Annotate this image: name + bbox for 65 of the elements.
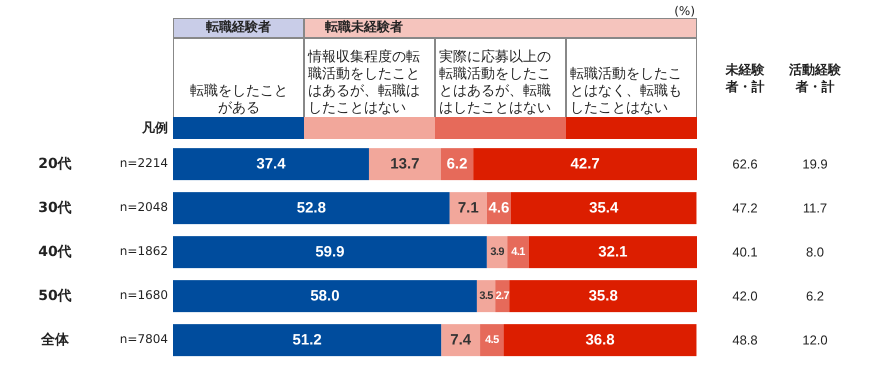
bar [173,280,477,312]
y-tick-label: 20代 [37,155,73,173]
data-label: 6.2 [446,156,468,173]
y-tick-label: 全体 [40,331,70,349]
x-tick-label: 未経験者・計 [724,62,766,96]
text: 転職経験者 [173,18,304,38]
data-label: 8.0 [806,244,824,260]
data-label: 42.7 [570,156,600,173]
text: 実際に応募以上の転職活動をしたことはあるが、転職はしたことはない [439,49,552,117]
text: 情報収集程度の転職活動をしたことはあるが、転職はしたことはない [308,49,421,117]
data-label: 62.6 [732,156,758,172]
data-label: 35.4 [589,200,619,217]
data-label: 58.0 [310,288,340,305]
y-tick-label: 50代 [37,287,73,305]
data-label: 42.0 [732,288,758,304]
data-label: 7.4 [450,332,472,349]
legend-title: 凡例 [140,120,168,137]
data-label: 48.8 [732,332,758,348]
data-label: 47.2 [732,200,758,216]
bar [450,192,487,224]
text: 転職活動をしたことはなく、転職もしたことはない [570,66,683,117]
bar [441,324,480,356]
bar [504,324,696,356]
data-label: 3.9 [490,246,504,258]
bar [473,148,697,180]
data-label: 4.1 [511,246,526,258]
bar [173,148,369,180]
data-label: 19.9 [802,156,828,172]
data-label: 52.8 [296,200,326,217]
x-axis-title: (%) [673,4,695,18]
data-label: 7.1 [458,200,479,217]
y-tick-label: 40代 [37,243,73,261]
bar [368,148,441,180]
data-label: 11.7 [802,200,828,216]
text: n=7804 [118,332,168,346]
text: n=1680 [118,288,168,302]
x-tick-label: 活動経験者・計 [788,62,842,96]
bar [509,280,697,312]
data-label: 37.4 [256,156,286,173]
bar [173,324,442,356]
data-label: 51.2 [292,332,322,349]
text: n=1862 [118,244,168,258]
data-label: 40.1 [732,244,758,260]
data-label: 59.9 [315,244,345,261]
bar [510,192,696,224]
data-label: 4.5 [485,334,500,346]
data-label: 36.8 [585,332,615,349]
text: 転職未経験者 [304,18,697,38]
y-tick-label: 30代 [37,199,73,217]
data-label: 13.7 [390,156,420,173]
bar [173,192,450,224]
bar [528,236,697,268]
data-label: 35.8 [588,288,618,305]
bar [173,236,487,268]
text: n=2048 [118,200,168,214]
data-label: 6.2 [806,288,824,304]
data-label: 4.6 [488,200,510,217]
bar [507,236,529,268]
data-label: 32.1 [598,244,628,261]
text: n=2214 [118,156,168,170]
data-label: 2.7 [496,290,510,302]
text: 転職をしたことがある [189,83,289,117]
data-label: 12.0 [802,332,828,348]
data-label: 3.5 [479,290,494,302]
bar [480,324,504,356]
